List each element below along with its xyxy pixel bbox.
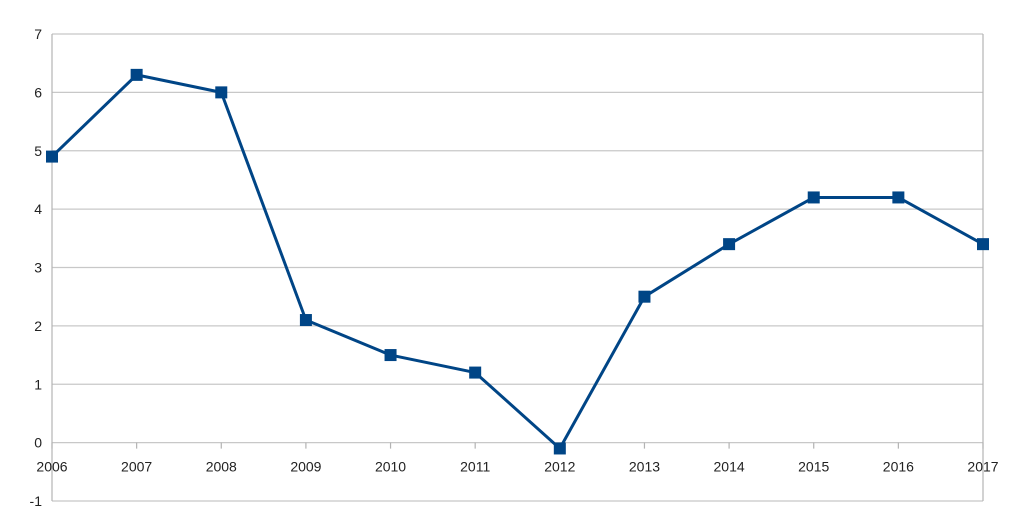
x-tick-label: 2011 — [460, 459, 490, 475]
x-tick-label: 2010 — [375, 459, 406, 475]
x-tick-label: 2012 — [544, 459, 575, 475]
x-tick-label: 2006 — [36, 459, 67, 475]
x-tick-label: 2009 — [290, 459, 321, 475]
data-point-marker — [807, 191, 820, 204]
x-tick-label: 2008 — [206, 459, 237, 475]
x-tick-label: 2014 — [714, 459, 745, 475]
y-tick-label: 0 — [34, 435, 42, 451]
axes — [51, 34, 984, 501]
series-group — [46, 68, 989, 455]
y-tick-label: 7 — [34, 26, 42, 42]
data-point-marker — [638, 290, 651, 303]
data-point-marker — [215, 86, 228, 99]
y-tick-label: 1 — [34, 376, 42, 392]
data-point-marker — [46, 150, 58, 163]
x-tick-label: 2016 — [883, 459, 914, 475]
x-tick-labels: 2006 2007 2008 2009 2010 2011 2012 2013 2014 2015… — [36, 459, 998, 475]
y-tick-label: 5 — [34, 143, 42, 159]
x-tick-label: 2013 — [629, 459, 660, 475]
data-point-marker — [384, 349, 397, 362]
y-tick-labels: -1 0 1 2 3 4 5 6 7 — [30, 26, 43, 509]
x-tick-label: 2007 — [121, 459, 152, 475]
data-point-marker — [553, 442, 566, 455]
series-line — [50, 73, 984, 450]
y-tick-label: 6 — [34, 84, 42, 100]
data-point-marker — [130, 68, 143, 81]
y-tick-label: -1 — [30, 493, 43, 509]
data-point-marker — [977, 238, 989, 251]
data-point-marker — [299, 314, 312, 327]
y-tick-label: 4 — [34, 201, 42, 217]
x-tick-label: 2015 — [798, 459, 829, 475]
data-point-marker — [892, 191, 905, 204]
y-tick-label: 3 — [34, 260, 42, 276]
x-tick-label: 2017 — [967, 459, 998, 475]
data-point-marker — [469, 366, 482, 379]
y-tick-label: 2 — [34, 318, 42, 334]
data-point-marker — [723, 238, 736, 251]
grid-lines — [52, 33, 983, 502]
